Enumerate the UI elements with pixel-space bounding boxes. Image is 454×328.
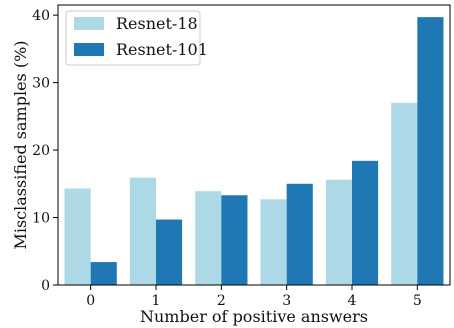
x-tick-label: 3 <box>282 293 291 309</box>
x-tick-label: 4 <box>348 293 357 309</box>
y-tick-label: 0 <box>41 278 50 294</box>
y-tick-label: 30 <box>32 76 50 92</box>
y-tick-label: 10 <box>32 211 50 227</box>
x-tick-label: 5 <box>413 293 422 309</box>
bar-resnet-18-3 <box>260 199 287 285</box>
y-axis-label: Misclassified samples (%) <box>11 40 30 249</box>
bar-resnet-101-1 <box>156 219 183 285</box>
bar-resnet-18-4 <box>325 179 352 285</box>
legend-label-resnet-101: Resnet-101 <box>116 40 208 59</box>
legend-swatch-resnet-101 <box>74 43 104 56</box>
bars-group <box>64 17 444 285</box>
x-tick-label: 2 <box>217 293 226 309</box>
y-tick-label: 40 <box>32 8 50 24</box>
bar-resnet-18-0 <box>64 188 91 285</box>
x-tick-label: 1 <box>152 293 161 309</box>
x-tick-label: 0 <box>86 293 95 309</box>
legend-swatch-resnet-18 <box>74 17 104 30</box>
legend-label-resnet-18: Resnet-18 <box>116 14 198 33</box>
legend: Resnet-18 Resnet-101 <box>65 10 208 66</box>
bar-resnet-101-0 <box>90 262 117 285</box>
bar-resnet-101-3 <box>286 183 313 285</box>
bar-resnet-101-4 <box>352 160 379 285</box>
y-axis: 0 10 20 30 40 <box>32 8 58 294</box>
plot-frame <box>57 4 451 286</box>
bar-resnet-18-1 <box>129 177 156 285</box>
bar-resnet-18-2 <box>195 191 222 285</box>
y-tick-label: 20 <box>32 143 50 159</box>
x-axis: 0 1 2 3 4 5 <box>86 285 422 309</box>
bar-resnet-101-5 <box>417 17 444 285</box>
x-axis-label: Number of positive answers <box>140 307 368 326</box>
bar-resnet-101-2 <box>221 195 248 285</box>
bar-resnet-18-5 <box>391 102 418 285</box>
